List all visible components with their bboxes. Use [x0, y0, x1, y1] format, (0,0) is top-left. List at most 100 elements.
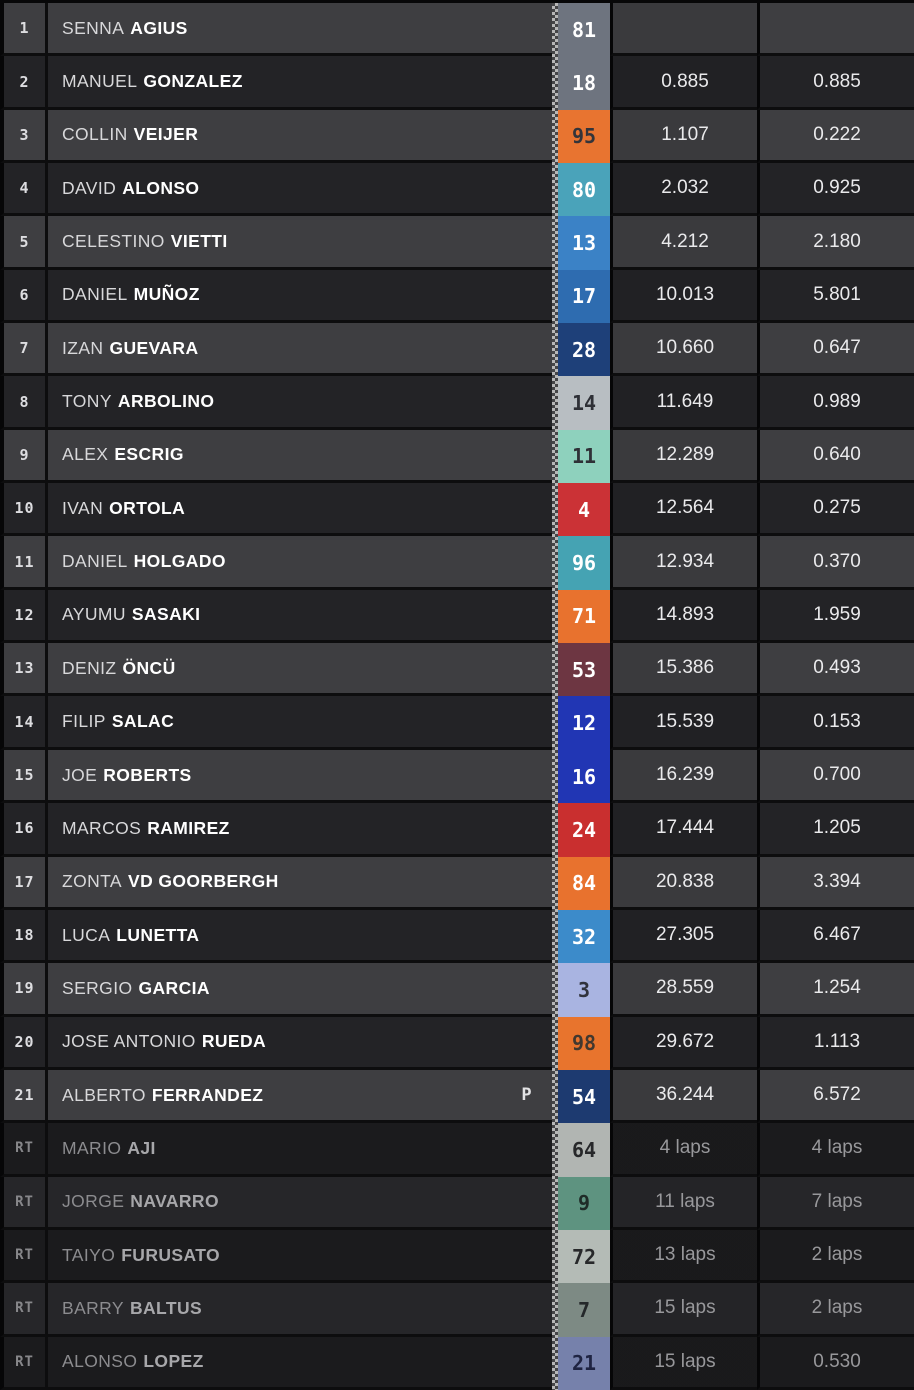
table-row[interactable]: 14 FILIP SALAC 12 15.539 0.153 [0, 696, 914, 750]
table-row[interactable]: RT BARRY BALTUS 7 15 laps 2 laps [0, 1283, 914, 1337]
rider-last-name: SASAKI [131, 604, 201, 625]
rider-name-cell: JORGE NAVARRO [48, 1176, 552, 1230]
gap-to-previous-cell: 7 laps [757, 1176, 914, 1230]
rider-number-plate: 80 [558, 163, 610, 217]
gap-to-leader-cell: 10.013 [610, 269, 757, 324]
rider-last-name: VIETTI [170, 231, 228, 252]
rider-name-cell: ALBERTO FERRANDEZ P [48, 1069, 552, 1124]
gap-to-previous-cell: 0.153 [757, 696, 914, 750]
position-cell: 4 [0, 163, 48, 217]
rider-name-cell: MARCOS RAMIREZ [48, 803, 552, 857]
gap-to-previous-cell: 0.493 [757, 643, 914, 697]
rider-first-name: BARRY [62, 1297, 124, 1318]
gap-to-leader-cell: 12.934 [610, 536, 757, 590]
rider-last-name: LUNETTA [116, 924, 200, 945]
table-row[interactable]: 16 MARCOS RAMIREZ 24 17.444 1.205 [0, 803, 914, 857]
rider-last-name: VEIJER [133, 124, 199, 145]
table-row[interactable]: 8 TONY ARBOLINO 14 11.649 0.989 [0, 376, 914, 430]
rider-name-cell: JOE ROBERTS [48, 749, 552, 804]
rider-first-name: DANIEL [62, 551, 128, 572]
table-row[interactable]: RT MARIO AJI 64 4 laps 4 laps [0, 1123, 914, 1177]
rider-number-plate: 54 [558, 1069, 610, 1124]
position-cell: RT [0, 1229, 48, 1284]
table-row[interactable]: 12 AYUMU SASAKI 71 14.893 1.959 [0, 589, 914, 644]
rider-first-name: IVAN [62, 497, 104, 518]
gap-to-leader-cell: 10.660 [610, 323, 757, 377]
rider-number-plate: 32 [558, 909, 610, 964]
rider-name-cell: DENIZ ÖNCÜ [48, 643, 552, 697]
rider-number-plate: 28 [558, 323, 610, 377]
gap-to-leader-cell: 0.885 [610, 56, 757, 110]
table-row[interactable]: RT JORGE NAVARRO 9 11 laps 7 laps [0, 1176, 914, 1230]
rider-first-name: SERGIO [62, 977, 133, 998]
table-row[interactable]: 3 COLLIN VEIJER 95 1.107 0.222 [0, 109, 914, 164]
table-row[interactable]: 18 LUCA LUNETTA 32 27.305 6.467 [0, 909, 914, 964]
gap-to-leader-cell: 29.672 [610, 1016, 757, 1070]
position-cell: 2 [0, 56, 48, 110]
rider-last-name: RUEDA [201, 1031, 267, 1052]
gap-to-previous-cell: 0.370 [757, 536, 914, 590]
rider-first-name: ALBERTO [62, 1084, 146, 1105]
gap-to-previous-cell: 0.885 [757, 56, 914, 110]
gap-to-leader-cell: 4.212 [610, 216, 757, 270]
table-row[interactable]: 6 DANIEL MUÑOZ 17 10.013 5.801 [0, 269, 914, 324]
table-row[interactable]: 9 ALEX ESCRIG 11 12.289 0.640 [0, 429, 914, 484]
rider-first-name: MANUEL [62, 71, 138, 92]
rider-last-name: VD GOORBERGH [128, 871, 279, 892]
position-cell: 18 [0, 909, 48, 964]
table-row[interactable]: 1 SENNA AGIUS 81 [0, 3, 914, 57]
table-row[interactable]: 17 ZONTA VD GOORBERGH 84 20.838 3.394 [0, 856, 914, 910]
gap-to-leader-cell: 14.893 [610, 589, 757, 644]
table-row[interactable]: 19 SERGIO GARCIA 3 28.559 1.254 [0, 963, 914, 1017]
table-row[interactable]: 11 DANIEL HOLGADO 96 12.934 0.370 [0, 536, 914, 590]
table-row[interactable]: 10 IVAN ORTOLA 4 12.564 0.275 [0, 483, 914, 537]
rider-last-name: BALTUS [129, 1297, 203, 1318]
position-cell: 3 [0, 109, 48, 164]
rider-last-name: GONZALEZ [143, 71, 243, 92]
table-row[interactable]: 4 DAVID ALONSO 80 2.032 0.925 [0, 163, 914, 217]
gap-to-leader-cell [610, 3, 757, 57]
gap-to-previous-cell: 6.572 [757, 1069, 914, 1124]
gap-to-leader-cell: 13 laps [610, 1229, 757, 1284]
gap-to-leader-cell: 1.107 [610, 109, 757, 164]
rider-last-name: SALAC [111, 711, 175, 732]
rider-last-name: MUÑOZ [133, 284, 200, 305]
table-row[interactable]: 2 MANUEL GONZALEZ 18 0.885 0.885 [0, 56, 914, 110]
table-row[interactable]: RT ALONSO LOPEZ 21 15 laps 0.530 [0, 1336, 914, 1390]
rider-first-name: LUCA [62, 924, 111, 945]
gap-to-previous-cell: 3.394 [757, 856, 914, 910]
table-row[interactable]: 13 DENIZ ÖNCÜ 53 15.386 0.493 [0, 643, 914, 697]
rider-number-plate: 96 [558, 536, 610, 590]
rider-last-name: FURUSATO [121, 1244, 221, 1265]
position-cell: 1 [0, 3, 48, 57]
table-row[interactable]: 15 JOE ROBERTS 16 16.239 0.700 [0, 749, 914, 804]
table-row[interactable]: 20 JOSE ANTONIO RUEDA 98 29.672 1.113 [0, 1016, 914, 1070]
position-cell: 15 [0, 749, 48, 804]
rider-last-name: ALONSO [122, 177, 200, 198]
rider-last-name: HOLGADO [133, 551, 226, 572]
rider-last-name: AJI [127, 1137, 156, 1158]
position-cell: 17 [0, 856, 48, 910]
table-row[interactable]: RT TAIYO FURUSATO 72 13 laps 2 laps [0, 1229, 914, 1284]
position-cell: 14 [0, 696, 48, 750]
checkered-divider-strip [552, 3, 558, 1390]
rider-name-cell: DANIEL MUÑOZ [48, 269, 552, 324]
table-row[interactable]: 5 CELESTINO VIETTI 13 4.212 2.180 [0, 216, 914, 270]
rider-first-name: MARIO [62, 1137, 122, 1158]
rider-number-plate: 9 [558, 1176, 610, 1230]
position-cell: RT [0, 1123, 48, 1177]
rider-name-cell: IVAN ORTOLA [48, 483, 552, 537]
rider-number-plate: 71 [558, 589, 610, 644]
rider-name-cell: CELESTINO VIETTI [48, 216, 552, 270]
table-row[interactable]: 7 IZAN GUEVARA 28 10.660 0.647 [0, 323, 914, 377]
rider-first-name: DENIZ [62, 657, 117, 678]
rider-number-plate: 21 [558, 1336, 610, 1390]
results-table: 1 SENNA AGIUS 81 2 MANUEL GONZALEZ 18 0.885 0.885… [0, 3, 914, 1390]
gap-to-leader-cell: 15.386 [610, 643, 757, 697]
position-cell: 8 [0, 376, 48, 430]
rider-first-name: DANIEL [62, 284, 128, 305]
rider-name-cell: ALONSO LOPEZ [48, 1336, 552, 1390]
rider-last-name: ARBOLINO [117, 391, 215, 412]
gap-to-leader-cell: 16.239 [610, 749, 757, 804]
table-row[interactable]: 21 ALBERTO FERRANDEZ P 54 36.244 6.572 [0, 1069, 914, 1124]
